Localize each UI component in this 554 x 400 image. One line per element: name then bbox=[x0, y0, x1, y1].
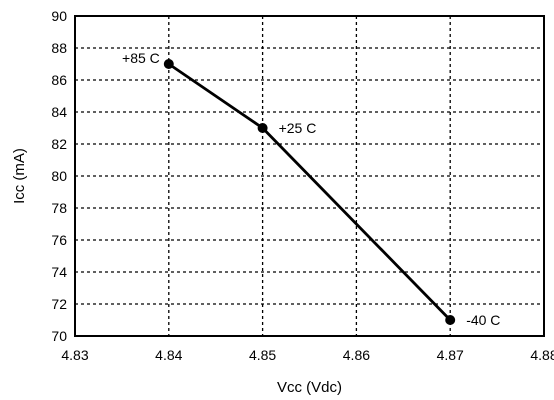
x-tick-label: 4.86 bbox=[343, 347, 370, 363]
x-tick-label: 4.87 bbox=[437, 347, 464, 363]
y-axis-ticks: 70 72 74 76 78 80 82 84 86 88 90 bbox=[51, 8, 67, 344]
y-tick-label: 80 bbox=[51, 168, 67, 184]
y-tick-label: 90 bbox=[51, 8, 67, 24]
y-tick-label: 86 bbox=[51, 72, 67, 88]
x-tick-label: 4.85 bbox=[249, 347, 276, 363]
x-tick-label: 4.84 bbox=[155, 347, 182, 363]
x-axis-ticks: 4.83 4.84 4.85 4.86 4.87 4.88 bbox=[61, 347, 554, 363]
y-tick-label: 70 bbox=[51, 328, 67, 344]
point-label: +85 C bbox=[122, 50, 160, 66]
x-axis-label: Vcc (Vdc) bbox=[277, 379, 342, 396]
plot-area-frame bbox=[74, 15, 545, 337]
x-tick-label: 4.83 bbox=[61, 347, 88, 363]
point-label: +25 C bbox=[279, 120, 317, 136]
point-label: -40 C bbox=[466, 312, 500, 328]
data-point bbox=[445, 315, 456, 325]
y-tick-label: 88 bbox=[51, 40, 67, 56]
y-tick-label: 84 bbox=[51, 104, 67, 120]
series-group: +85 C +25 C -40 C bbox=[122, 50, 500, 328]
y-axis-label: Icc (mA) bbox=[11, 148, 28, 204]
y-tick-label: 74 bbox=[51, 264, 67, 280]
y-tick-label: 78 bbox=[51, 200, 67, 216]
data-point bbox=[257, 123, 268, 133]
y-tick-label: 76 bbox=[51, 232, 67, 248]
y-tick-label: 72 bbox=[51, 296, 67, 312]
y-tick-label: 82 bbox=[51, 136, 67, 152]
x-tick-label: 4.88 bbox=[530, 347, 554, 363]
series-line bbox=[168, 62, 452, 321]
grid bbox=[75, 16, 544, 336]
data-point bbox=[163, 59, 174, 69]
